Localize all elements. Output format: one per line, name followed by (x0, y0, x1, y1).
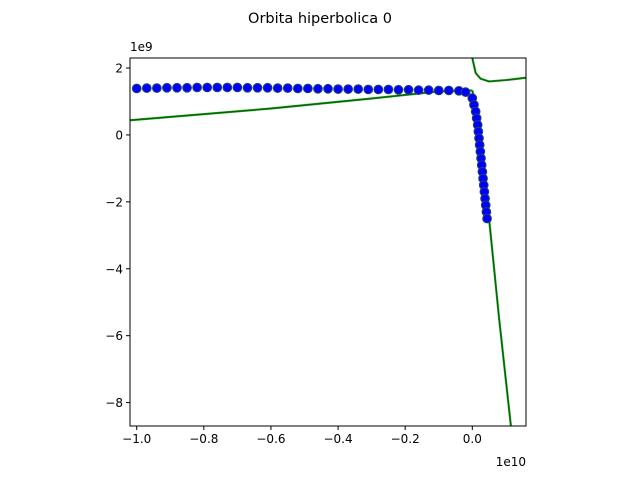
orbit-point-8 (182, 82, 192, 93)
orbit-point-11 (212, 82, 223, 93)
orbit-point-31 (413, 85, 424, 95)
orbit-point-7 (172, 82, 182, 93)
orbit-point-30 (403, 84, 414, 95)
orbit-point-36 (460, 87, 471, 97)
orbit-point-20 (303, 83, 313, 94)
orbit-point-17 (272, 83, 283, 93)
x-tick-label-1: −0.8 (189, 432, 218, 446)
orbit-point-19 (292, 83, 303, 94)
orbit-point-3 (131, 83, 142, 94)
orbit-point-25 (353, 84, 364, 94)
x-tick-label-5: 0.0 (463, 432, 482, 446)
y-tick-label-5: −8 (105, 396, 123, 410)
orbit-point-18 (282, 83, 293, 93)
orbit-point-32 (423, 85, 434, 95)
axes-layer: −1.0 −0.8 −0.6 −0.4 −0.2 0.0 2 0 −2 −4 −6 −8 (105, 57, 527, 446)
orbit-curve-2 (471, 58, 526, 83)
orbit-point-33 (433, 85, 444, 96)
y-offset-label: 1e9 (130, 40, 153, 54)
orbit-point-34 (443, 85, 454, 96)
orbit-point-5 (152, 83, 162, 93)
y-tick-label-4: −6 (105, 329, 123, 343)
plot-area (130, 58, 526, 426)
orbit-point-16 (262, 82, 273, 93)
orbit-point-24 (343, 84, 353, 94)
y-tick-label-2: −2 (105, 195, 123, 209)
orbit-point-28 (383, 84, 394, 95)
y-tick-label-0: 2 (115, 62, 123, 76)
orbit-point-27 (373, 84, 384, 95)
orbit-point-14 (242, 82, 253, 93)
orbit-point-9 (192, 82, 202, 93)
orbit-point-29 (393, 84, 404, 95)
orbit-point-12 (222, 82, 233, 93)
x-tick-label-2: −0.6 (256, 432, 285, 446)
orbit-point-15 (252, 82, 263, 93)
orbit-point-6 (162, 82, 172, 93)
x-tick-label-3: −0.4 (323, 432, 352, 446)
orbit-point-23 (333, 84, 343, 94)
orbit-point-13 (232, 82, 243, 93)
orbit-point-4 (141, 83, 152, 93)
chart-title: Orbita hiperbolica 0 (248, 11, 392, 27)
orbit-point-22 (323, 83, 333, 94)
orbit-point-26 (363, 84, 374, 95)
x-tick-label-0: −1.0 (122, 432, 151, 446)
y-tick-label-3: −4 (105, 262, 123, 276)
orbit-point-21 (313, 83, 323, 94)
orbit-point-55 (482, 213, 492, 224)
x-offset-label: 1e10 (496, 455, 526, 469)
orbit-point-10 (202, 82, 213, 93)
x-tick-label-4: −0.2 (391, 432, 420, 446)
axes-frame (129, 57, 527, 427)
y-tick-label-1: 0 (115, 128, 123, 142)
